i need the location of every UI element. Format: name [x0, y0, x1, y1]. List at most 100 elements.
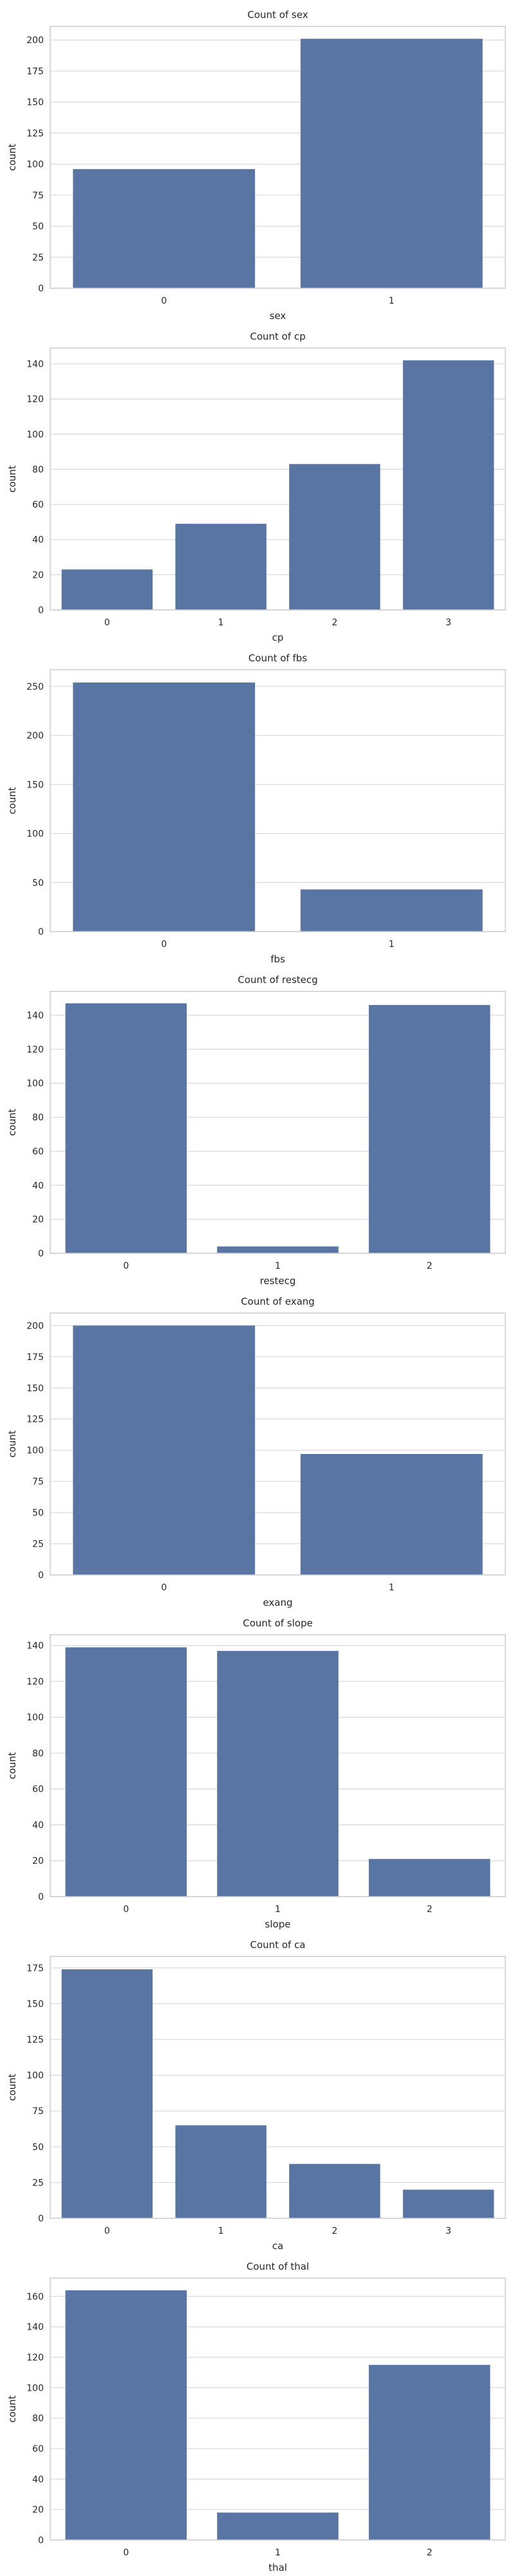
plot-frame — [50, 26, 506, 289]
y-tick-label: 40 — [32, 1181, 44, 1191]
y-axis-label: count — [6, 787, 18, 814]
y-tick-label: 150 — [26, 1999, 44, 2009]
bar-cp-1 — [175, 524, 267, 610]
x-axis-label: slope — [265, 1918, 291, 1930]
y-axis-label: count — [6, 1752, 18, 1779]
y-tick-label: 25 — [32, 253, 44, 263]
y-tick-label: 20 — [32, 2505, 44, 2516]
y-tick-label: 100 — [26, 2071, 44, 2081]
y-tick-label: 100 — [26, 430, 44, 440]
chart-title: Count of exang — [241, 1296, 315, 1307]
x-tick-label: 0 — [161, 296, 167, 306]
chart-title: Count of thal — [247, 2261, 309, 2272]
y-tick-label: 60 — [32, 1785, 44, 1795]
y-tick-label: 20 — [32, 570, 44, 580]
chart-panel-restecg: 0 20 40 60 80 100 120 140 0 1 2 Count of restecg res… — [6, 974, 506, 1287]
y-tick-label: 60 — [32, 1146, 44, 1157]
x-tick-label: 0 — [161, 939, 167, 950]
bar-ca-2 — [289, 2164, 380, 2218]
bar-cp-0 — [61, 569, 153, 610]
x-axis-label: cp — [272, 632, 284, 643]
y-tick-label: 100 — [26, 2383, 44, 2393]
bar-restecg-1 — [217, 1246, 339, 1253]
y-tick-label: 140 — [26, 1011, 44, 1021]
x-tick-label: 1 — [275, 2548, 281, 2558]
x-tick-label: 0 — [123, 2548, 129, 2558]
y-tick-label: 0 — [38, 1892, 44, 1902]
bar-thal-1 — [217, 2512, 339, 2540]
y-tick-label: 75 — [32, 2106, 44, 2117]
chart-panel-cp: 0 20 40 60 80 100 120 140 0 1 2 3 Count of cp cp count — [6, 331, 506, 643]
chart-panel-exang: 0 25 50 75 100 125 150 175 200 0 1 Count of exang ex… — [6, 1296, 506, 1608]
y-tick-label: 200 — [26, 35, 44, 46]
x-tick-label: 2 — [427, 1261, 433, 1271]
y-tick-label: 120 — [26, 1045, 44, 1055]
chart-title: Count of restecg — [238, 974, 317, 986]
y-tick-label: 100 — [26, 1079, 44, 1089]
y-axis-label: count — [6, 1109, 18, 1136]
y-tick-label: 40 — [32, 1820, 44, 1830]
bar-slope-0 — [65, 1647, 187, 1897]
x-tick-label: 0 — [104, 618, 110, 628]
y-tick-label: 75 — [32, 1477, 44, 1487]
y-tick-label: 175 — [26, 1964, 44, 1974]
y-tick-label: 125 — [26, 129, 44, 139]
y-tick-label: 140 — [26, 2323, 44, 2333]
y-tick-label: 175 — [26, 66, 44, 77]
x-axis-label: ca — [272, 2240, 283, 2252]
bar-ca-0 — [61, 1969, 153, 2218]
plot-frame — [50, 991, 506, 1254]
x-axis-label: restecg — [260, 1275, 296, 1287]
bar-fbs-1 — [300, 889, 483, 932]
y-tick-label: 60 — [32, 500, 44, 510]
y-tick-label: 100 — [26, 160, 44, 170]
y-tick-label: 100 — [26, 829, 44, 840]
x-tick-label: 1 — [389, 939, 395, 950]
y-tick-label: 120 — [26, 394, 44, 405]
y-tick-label: 140 — [26, 360, 44, 370]
x-axis-label: thal — [268, 2562, 287, 2573]
y-tick-label: 0 — [38, 2535, 44, 2546]
bar-slope-2 — [368, 1859, 491, 1897]
bar-cp-2 — [289, 464, 380, 610]
x-tick-label: 1 — [218, 2226, 224, 2236]
y-tick-label: 125 — [26, 1415, 44, 1425]
chart-panel-thal: 0 20 40 60 80 100 120 140 160 0 1 2 Count of thal tha… — [6, 2261, 506, 2573]
x-tick-label: 3 — [445, 618, 451, 628]
plot-frame — [50, 669, 506, 932]
y-tick-label: 25 — [32, 1540, 44, 1550]
y-axis-label: count — [6, 143, 18, 170]
x-tick-label: 0 — [123, 1904, 129, 1915]
bar-slope-1 — [217, 1651, 339, 1897]
y-tick-label: 0 — [38, 605, 44, 616]
bar-sex-0 — [73, 169, 256, 288]
x-tick-label: 1 — [275, 1261, 281, 1271]
bar-exang-1 — [300, 1454, 483, 1575]
x-tick-label: 3 — [445, 2226, 451, 2236]
y-tick-label: 0 — [38, 284, 44, 294]
chart-title: Count of ca — [250, 1939, 306, 1951]
y-tick-label: 150 — [26, 780, 44, 790]
x-tick-label: 2 — [332, 618, 337, 628]
y-tick-label: 200 — [26, 731, 44, 741]
y-tick-label: 25 — [32, 2178, 44, 2188]
plot-frame — [50, 1634, 506, 1897]
y-tick-label: 250 — [26, 682, 44, 692]
y-axis-label: count — [6, 2074, 18, 2101]
y-tick-label: 0 — [38, 927, 44, 937]
chart-title: Count of fbs — [248, 652, 307, 664]
y-tick-label: 0 — [38, 1249, 44, 1259]
y-tick-label: 150 — [26, 1383, 44, 1394]
y-tick-label: 50 — [32, 222, 44, 232]
chart-panel-ca: 0 25 50 75 100 125 150 175 0 1 2 3 Count of ca ca coun… — [6, 1939, 506, 2252]
chart-panel-fbs: 0 50 100 150 200 250 0 1 Count of fbs fbs count — [6, 652, 506, 965]
bar-sex-1 — [300, 39, 483, 289]
x-tick-label: 1 — [218, 618, 224, 628]
y-tick-label: 0 — [38, 2214, 44, 2224]
x-axis-label: sex — [270, 310, 286, 322]
y-tick-label: 75 — [32, 190, 44, 201]
y-tick-label: 40 — [32, 535, 44, 546]
y-axis-label: count — [6, 465, 18, 492]
